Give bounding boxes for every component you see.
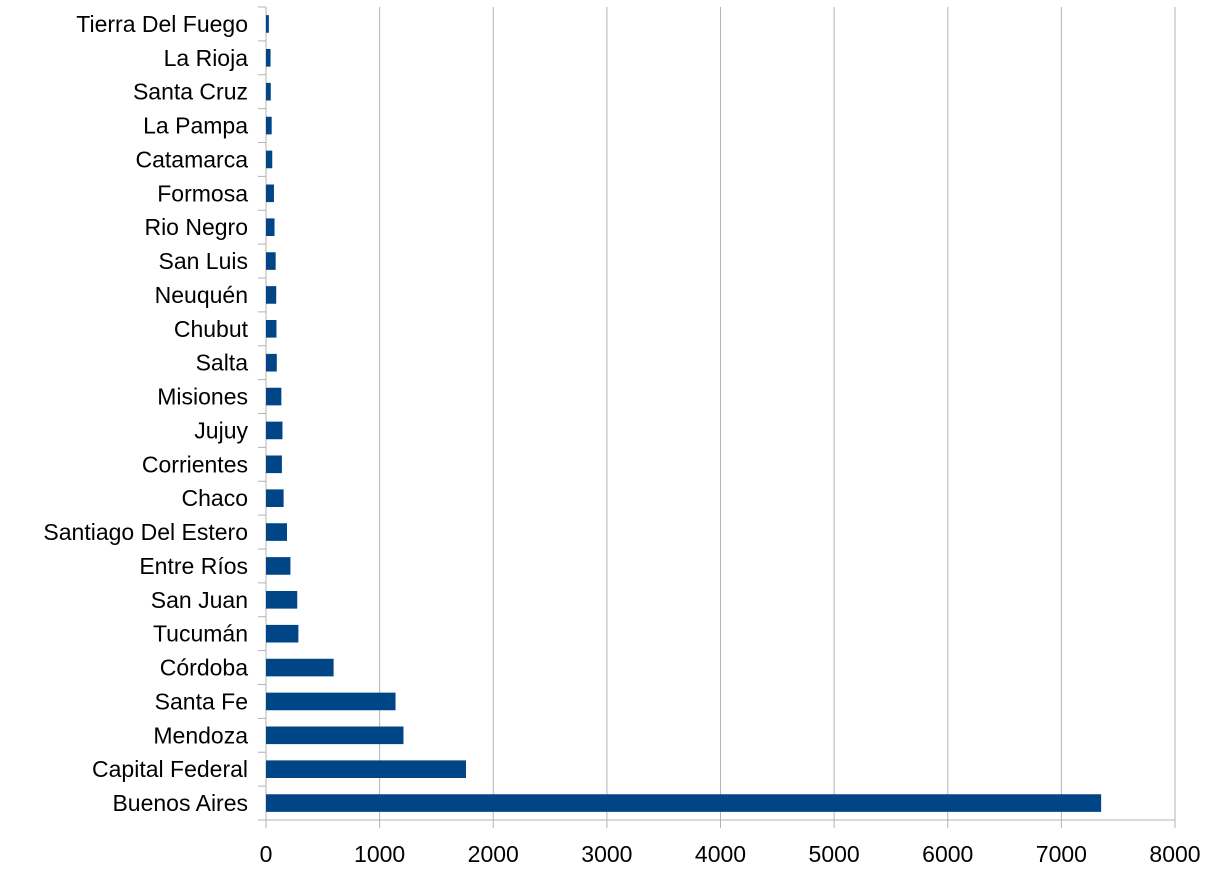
bar-chubut bbox=[266, 320, 277, 338]
category-label: Jujuy bbox=[194, 417, 248, 443]
x-tick-labels: 0 1000 2000 3000 4000 5000 6000 7000 8000 bbox=[260, 841, 1201, 867]
category-label: San Juan bbox=[151, 587, 248, 613]
category-label: Santa Cruz bbox=[133, 79, 248, 105]
x-tick-label: 2000 bbox=[468, 841, 519, 867]
category-label: Catamarca bbox=[136, 146, 249, 172]
axes bbox=[258, 6, 1176, 828]
category-labels: Tierra Del Fuego La Rioja Santa Cruz La Pam… bbox=[43, 11, 248, 816]
bar-la-rioja bbox=[266, 49, 271, 67]
category-label: Chubut bbox=[174, 316, 249, 342]
bar-san-luis bbox=[266, 252, 276, 270]
category-label: La Rioja bbox=[164, 45, 249, 71]
x-tick-label: 1000 bbox=[354, 841, 405, 867]
category-label: Corrientes bbox=[142, 451, 248, 477]
bar-mendoza bbox=[266, 726, 404, 745]
bar-rio-negro bbox=[266, 218, 275, 236]
bar-entre-r-os bbox=[266, 557, 291, 575]
category-label: Córdoba bbox=[160, 655, 248, 681]
bar-la-pampa bbox=[266, 116, 272, 135]
x-tick-label: 7000 bbox=[1036, 841, 1087, 867]
category-label: Tucumán bbox=[153, 621, 248, 647]
bar-jujuy bbox=[266, 421, 283, 440]
bar-san-juan bbox=[266, 591, 298, 609]
bar-capital-federal bbox=[266, 760, 466, 778]
category-label: Rio Negro bbox=[144, 214, 248, 240]
category-label: Buenos Aires bbox=[112, 790, 248, 816]
bar-catamarca bbox=[266, 150, 273, 169]
bar-santa-fe bbox=[266, 692, 396, 711]
x-tick-label: 4000 bbox=[695, 841, 746, 867]
bar-salta bbox=[266, 353, 277, 372]
category-label: Formosa bbox=[157, 180, 248, 206]
bar-santiago-del-estero bbox=[266, 523, 288, 541]
category-label: La Pampa bbox=[143, 113, 248, 139]
x-tick-label: 6000 bbox=[922, 841, 973, 867]
x-tick-label: 3000 bbox=[581, 841, 632, 867]
category-label: San Luis bbox=[158, 248, 248, 274]
bar-neuqu-n bbox=[266, 286, 277, 304]
category-label: Tierra Del Fuego bbox=[76, 11, 248, 37]
bar-corrientes bbox=[266, 455, 282, 474]
x-tick-label: 8000 bbox=[1149, 841, 1200, 867]
category-label: Entre Ríos bbox=[139, 553, 248, 579]
bar-c-rdoba bbox=[266, 658, 334, 677]
bars bbox=[266, 15, 1102, 812]
category-label: Santiago Del Estero bbox=[43, 519, 248, 545]
bar-chaco bbox=[266, 489, 284, 507]
category-label: Chaco bbox=[182, 485, 248, 511]
bar-tierra-del-fuego bbox=[266, 15, 269, 33]
bar-formosa bbox=[266, 184, 274, 203]
x-tick-label: 5000 bbox=[809, 841, 860, 867]
bar-misiones bbox=[266, 387, 282, 406]
x-tick-label: 0 bbox=[260, 841, 273, 867]
category-label: Capital Federal bbox=[92, 756, 248, 782]
category-label: Misiones bbox=[157, 384, 248, 410]
category-label: Santa Fe bbox=[155, 688, 248, 714]
category-label: Neuquén bbox=[155, 282, 248, 308]
bar-buenos-aires bbox=[266, 794, 1102, 812]
category-label: Salta bbox=[196, 350, 249, 376]
bar-santa-cruz bbox=[266, 82, 271, 101]
category-label: Mendoza bbox=[153, 722, 248, 748]
bar-tucum-n bbox=[266, 624, 299, 643]
grid-lines bbox=[265, 7, 1176, 820]
